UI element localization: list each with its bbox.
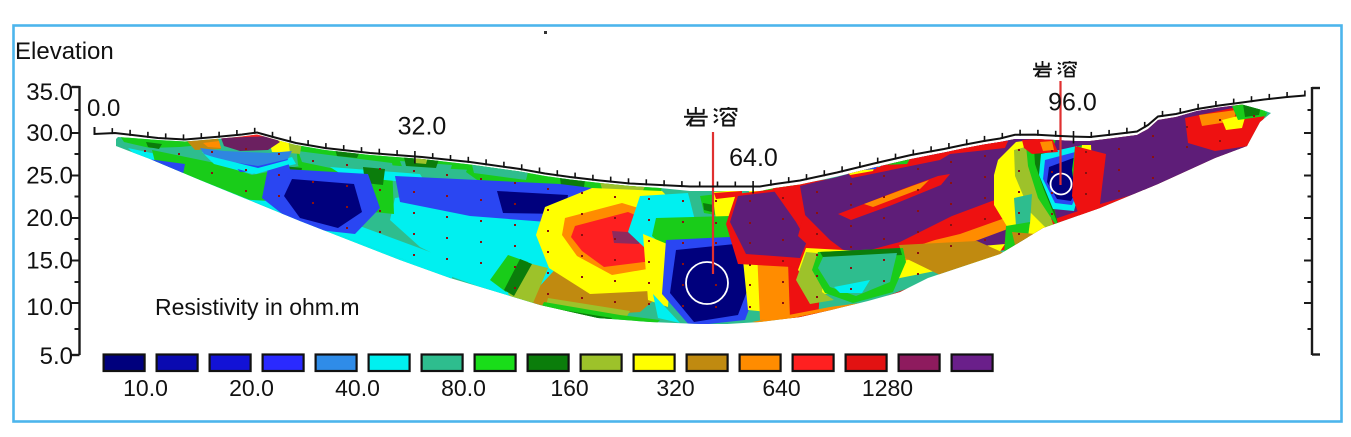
svg-text:20.0: 20.0 <box>229 375 274 401</box>
svg-text:25.0: 25.0 <box>26 163 73 190</box>
svg-text:35.0: 35.0 <box>26 79 73 106</box>
svg-text:640: 640 <box>762 375 800 401</box>
svg-text:10.0: 10.0 <box>26 294 73 321</box>
svg-text:1280: 1280 <box>862 375 913 401</box>
svg-text:160: 160 <box>550 375 588 401</box>
svg-text:10.0: 10.0 <box>123 375 168 401</box>
svg-text:32.0: 32.0 <box>398 113 447 141</box>
svg-text:64.0: 64.0 <box>729 144 778 172</box>
svg-text:5.0: 5.0 <box>40 343 73 370</box>
svg-text:Elevation: Elevation <box>15 38 114 65</box>
svg-text:0.0: 0.0 <box>87 95 120 122</box>
svg-text:80.0: 80.0 <box>441 375 486 401</box>
svg-text:15.0: 15.0 <box>26 248 73 275</box>
svg-text:Resistivity in ohm.m: Resistivity in ohm.m <box>155 294 359 320</box>
svg-text:30.0: 30.0 <box>26 120 73 147</box>
svg-text:40.0: 40.0 <box>335 375 380 401</box>
svg-text:20.0: 20.0 <box>26 205 73 232</box>
svg-text:320: 320 <box>656 375 694 401</box>
svg-text:96.0: 96.0 <box>1048 89 1097 117</box>
